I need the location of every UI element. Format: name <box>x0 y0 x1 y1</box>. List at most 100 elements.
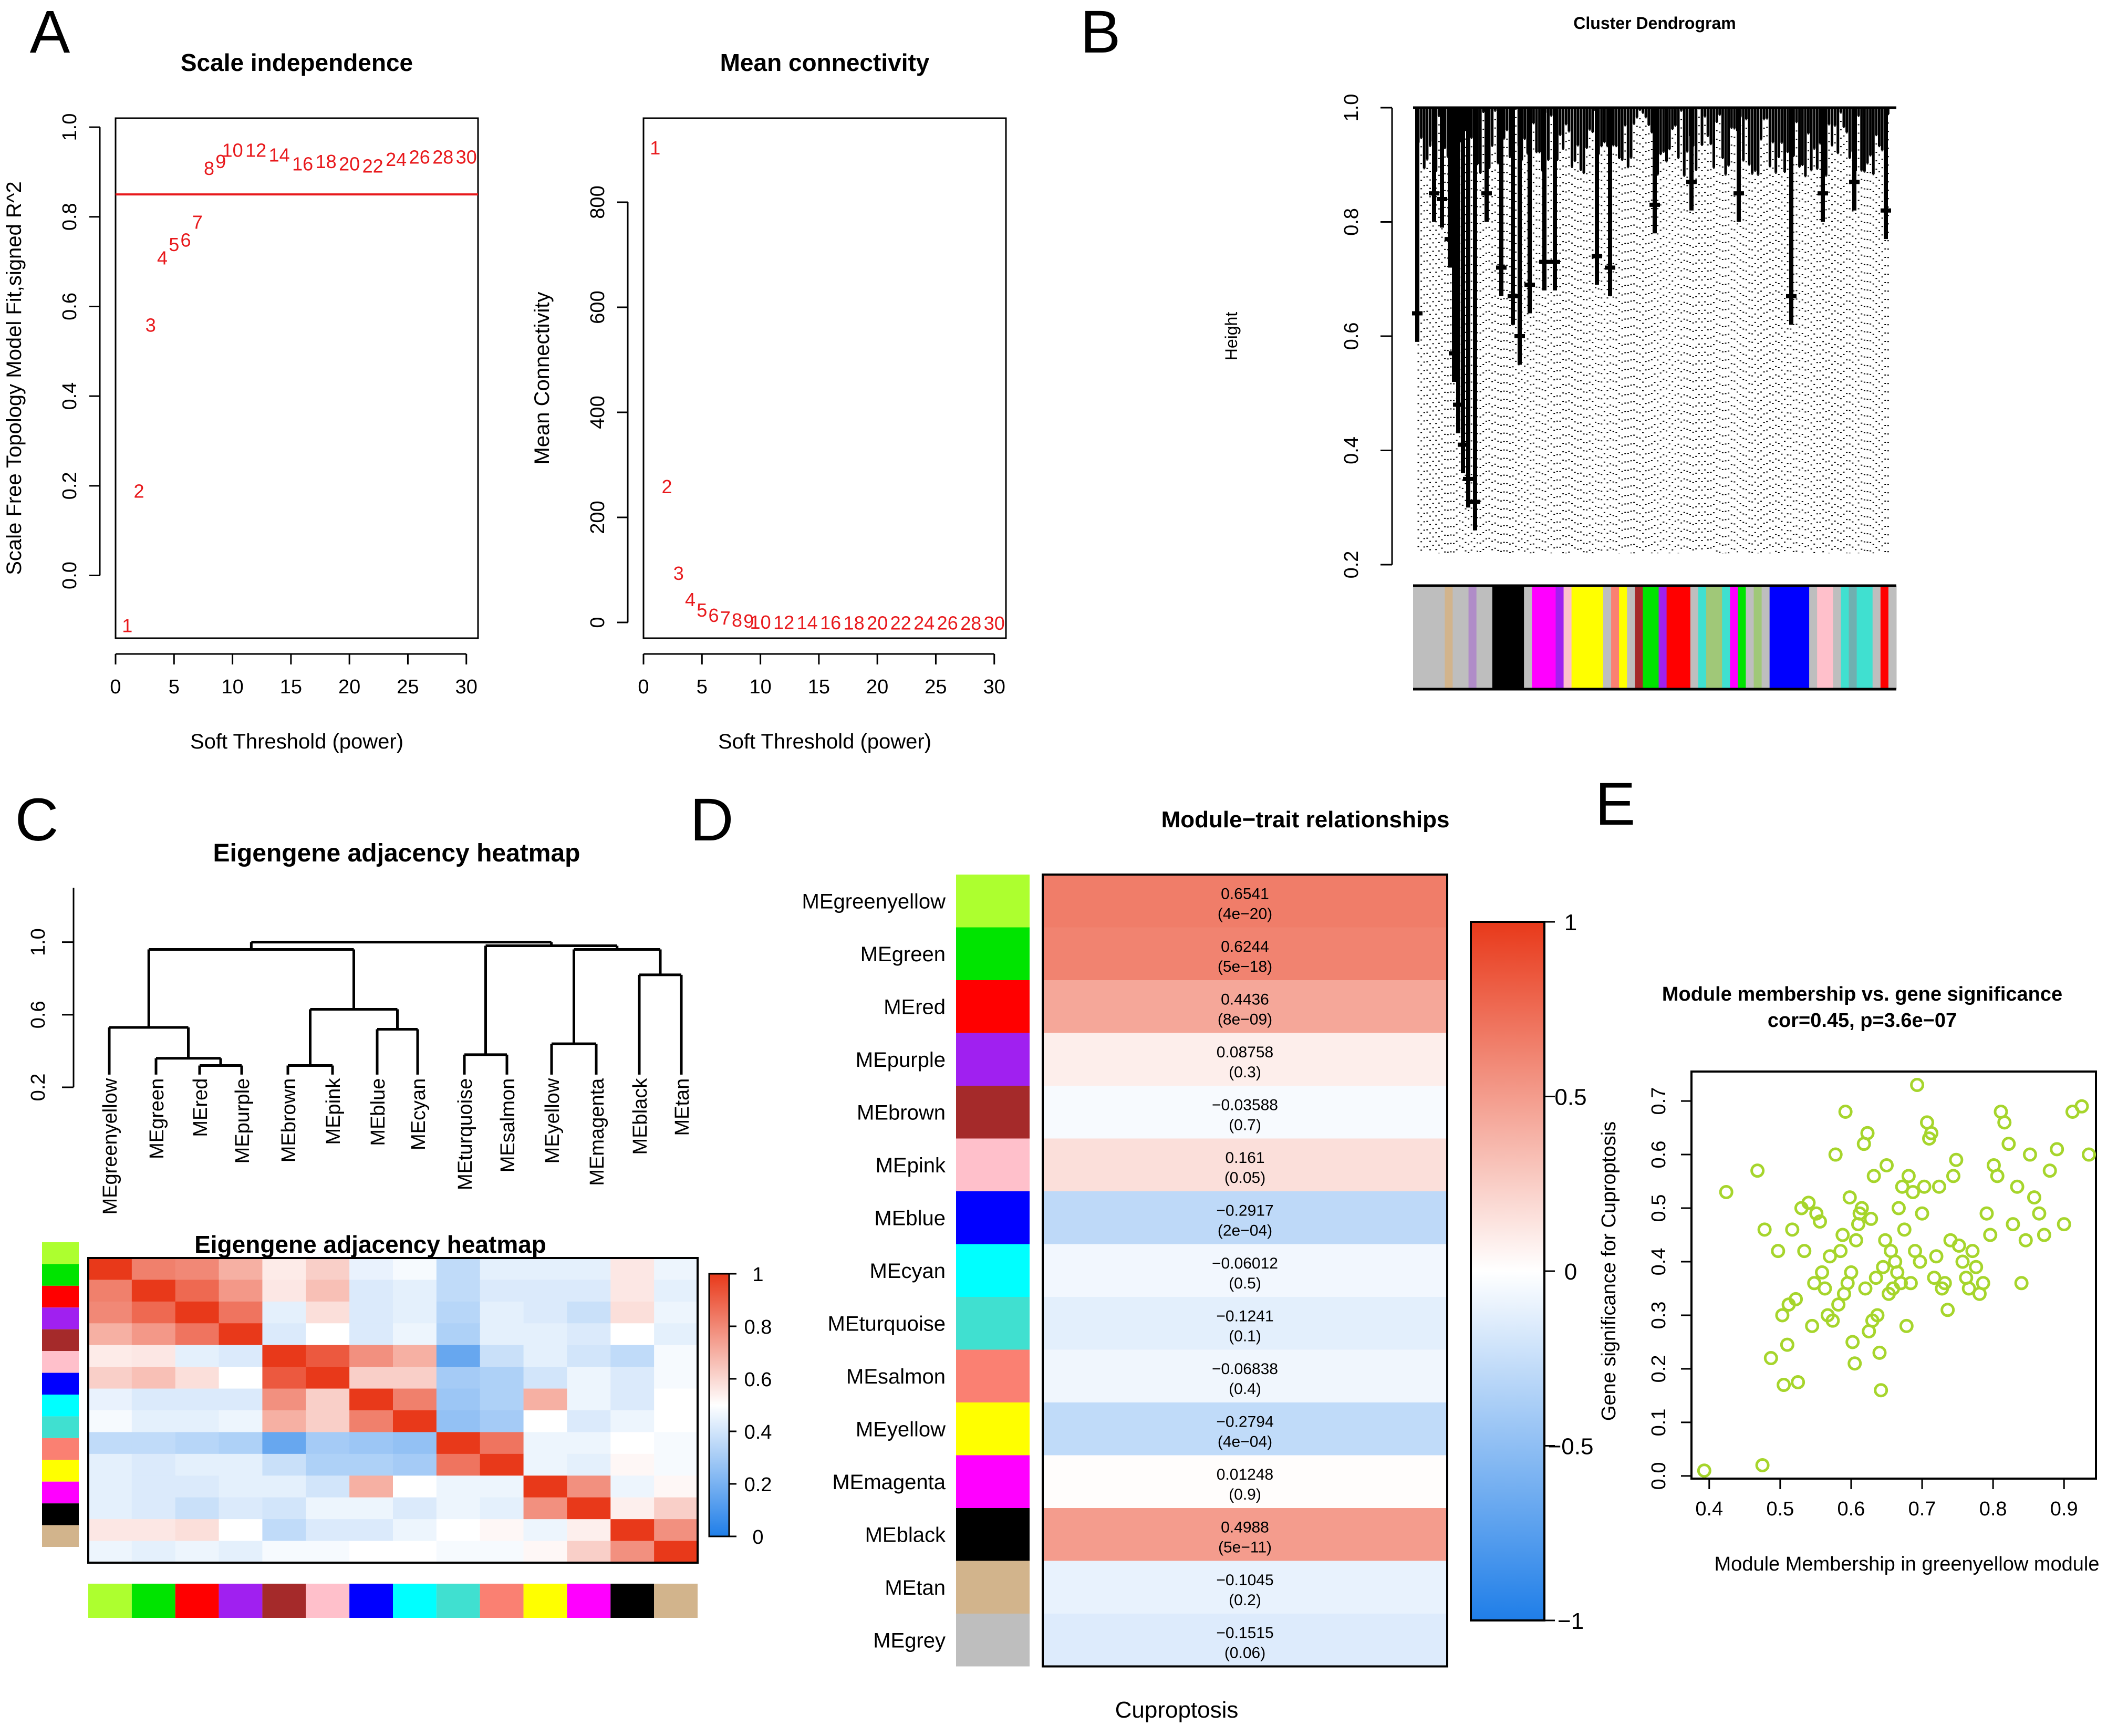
heatmap-cell <box>654 1280 698 1302</box>
scatter-point <box>1697 1463 1711 1478</box>
scatter-point <box>1750 1163 1765 1178</box>
scale-independence-y-tick-label: 0.2 <box>59 472 81 500</box>
column-module-swatch <box>88 1584 132 1618</box>
module-color-bar-segment <box>1445 586 1453 689</box>
scale-independence-point-6: 6 <box>181 229 191 251</box>
scatter-point <box>1965 1244 1980 1259</box>
heatmap-cell <box>436 1541 481 1563</box>
heatmap-cell <box>306 1301 350 1324</box>
scatter-point <box>1866 1169 1881 1183</box>
heatmap-cell <box>131 1258 176 1281</box>
heatmap-cell <box>306 1432 350 1454</box>
scatter-y-tick-label: 0.6 <box>1648 1141 1670 1169</box>
cluster-dendrogram-y-tick-label: 1.0 <box>1341 94 1363 122</box>
scale-independence-x-tick-label: 30 <box>455 676 477 698</box>
scatter-point <box>2074 1099 2089 1114</box>
scatter-point <box>1894 1276 1908 1291</box>
scale-independence-y-tick-label: 0.0 <box>59 562 81 589</box>
heatmap-cell <box>306 1475 350 1498</box>
scatter-point <box>2037 1228 2051 1242</box>
scatter-point <box>1719 1184 1733 1199</box>
scatter-point <box>1983 1228 1998 1242</box>
scatter-point <box>1901 1169 1916 1183</box>
scatter-point <box>2014 1276 2029 1291</box>
scatter-y-tick-label: 0.1 <box>1648 1409 1670 1437</box>
heatmap-cell <box>219 1497 263 1520</box>
scatter-point <box>1929 1249 1944 1264</box>
correlation-value: 0.4436 <box>1221 991 1269 1008</box>
heatmap-cell <box>175 1345 220 1367</box>
mean-connectivity-x-tick-label: 25 <box>925 676 947 698</box>
module-color-bar-segment <box>1555 586 1564 689</box>
scatter-point <box>1870 1308 1885 1323</box>
heatmap-cell <box>131 1323 176 1346</box>
heatmap-cell <box>567 1345 611 1367</box>
module-trait-cell <box>1043 1086 1447 1139</box>
row-module-swatch <box>42 1373 79 1395</box>
scatter-point <box>1997 1115 2012 1130</box>
correlation-value: −0.2917 <box>1216 1202 1273 1219</box>
scatter-point <box>1949 1152 1964 1167</box>
module-trait-x-label: Cuproptosis <box>1115 1697 1239 1723</box>
mean-connectivity-x-tick-label: 30 <box>983 676 1005 698</box>
scatter-point <box>1771 1244 1786 1259</box>
heatmap-cell <box>349 1519 393 1542</box>
cluster-dendrogram-y-label: Height <box>1222 312 1241 361</box>
module-label-MEturquoise: MEturquoise <box>827 1312 946 1335</box>
mean-connectivity-point-24: 24 <box>914 612 935 634</box>
scatter-point <box>1897 1222 1912 1237</box>
heatmap-cell <box>175 1453 220 1476</box>
p-value: (0.06) <box>1224 1644 1265 1661</box>
eigengene-heatmap-title: Eigengene adjacency heatmap <box>194 1231 546 1258</box>
heatmap-cell <box>262 1367 306 1389</box>
row-module-swatch <box>42 1285 79 1308</box>
correlation-scale-tick-label: 0.5 <box>1554 1085 1586 1110</box>
scale-independence-y-tick-label: 1.0 <box>59 113 81 141</box>
heatmap-cell <box>567 1519 611 1542</box>
heatmap-cell <box>219 1258 263 1281</box>
heatmap-cell <box>349 1388 393 1411</box>
heatmap-cell <box>523 1388 568 1411</box>
module-trait-cell <box>1043 1455 1447 1509</box>
heatmap-cell <box>262 1453 306 1476</box>
heatmap-cell <box>349 1258 393 1281</box>
scale-independence-x-tick-label: 20 <box>338 676 360 698</box>
heatmap-cell <box>436 1323 481 1346</box>
module-color-bar-segment <box>1524 586 1532 689</box>
heatmap-cell <box>480 1323 524 1346</box>
scatter-point <box>1979 1206 1994 1221</box>
heatmap-cell <box>88 1301 132 1324</box>
heatmap-cell <box>480 1432 524 1454</box>
heatmap-cell <box>480 1301 524 1324</box>
scatter-point <box>1844 1265 1859 1280</box>
module-swatch-MEblack <box>956 1508 1030 1561</box>
heatmap-cell <box>306 1280 350 1302</box>
heatmap-cell <box>436 1519 481 1542</box>
module-trait-frame <box>1042 874 1448 1668</box>
heatmap-cell <box>131 1453 176 1476</box>
mean-connectivity-point-14: 14 <box>797 612 818 633</box>
heatmap-cell <box>88 1497 132 1520</box>
heatmap-cell <box>306 1453 350 1476</box>
heatmap-cell <box>436 1258 481 1281</box>
row-module-swatch <box>42 1307 79 1329</box>
scatter-point <box>1789 1292 1803 1306</box>
heatmap-cell <box>567 1497 611 1520</box>
cluster-dendrogram-y-tick-label: 0.2 <box>1341 551 1363 579</box>
heatmap-cell <box>393 1453 437 1476</box>
heatmap-cell <box>436 1388 481 1411</box>
module-swatch-MEgreenyellow <box>956 875 1030 928</box>
heatmap-cell <box>262 1388 306 1411</box>
heatmap-cell <box>262 1475 306 1498</box>
row-module-swatch <box>42 1481 79 1504</box>
scale-independence-y-tick-label: 0.4 <box>59 382 81 410</box>
scatter-point <box>1961 1281 1976 1296</box>
heatmap-cell <box>219 1367 263 1389</box>
mean-connectivity-point-8: 8 <box>732 609 742 631</box>
scatter-point <box>1937 1276 1952 1291</box>
heatmap-cell <box>436 1301 481 1324</box>
heatmap-cell <box>219 1410 263 1433</box>
module-trait-cell <box>1043 1402 1447 1456</box>
eigengene-leaf-label: MEgreenyellow <box>99 1078 121 1214</box>
